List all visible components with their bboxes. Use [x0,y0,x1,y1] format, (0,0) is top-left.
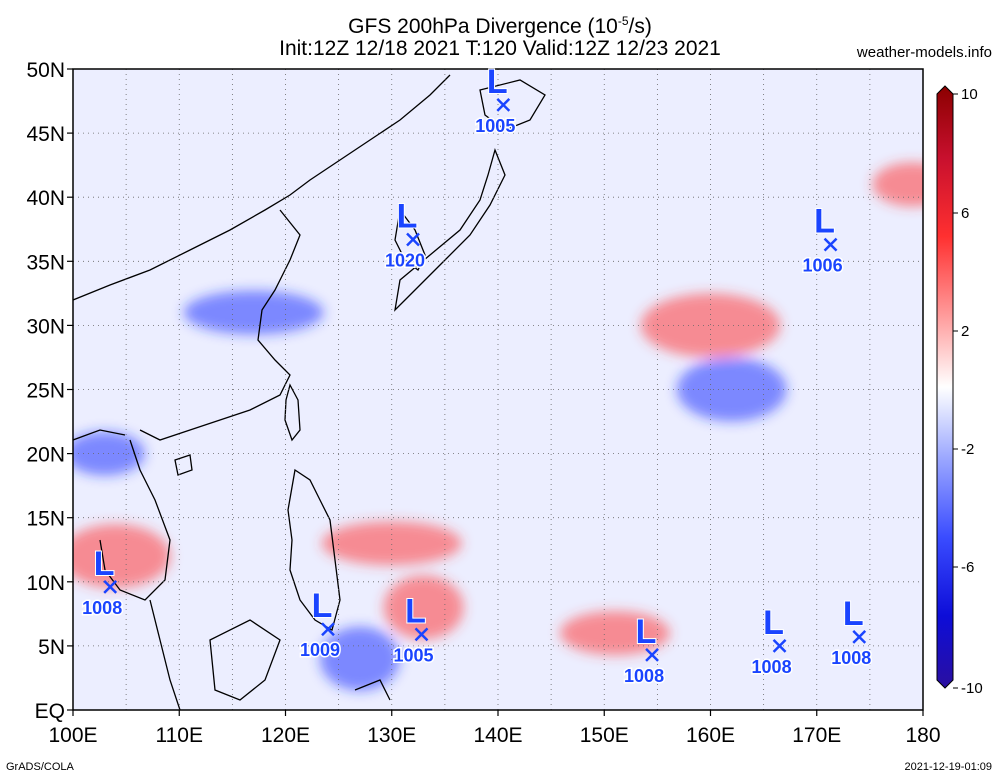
lon-tick-label: 100E [48,724,97,747]
low-pressure-value: 1008 [831,648,871,668]
low-pressure-value: 1005 [475,116,515,136]
timestamp: 2021-12-19-01:09 [904,761,992,773]
low-pressure-value: 1009 [300,640,340,660]
low-letter: L [397,198,418,236]
low-letter: L [763,604,784,642]
lon-tick-label: 120E [261,724,310,747]
field-positive-anomaly [872,162,923,207]
site-credit: weather-models.info [856,44,992,61]
field-positive-anomaly [73,524,171,589]
low-center-x [496,98,511,112]
low-pressure-value: 1020 [385,251,425,271]
colorbar: 10 6 2 -2 -6 -10 [936,85,983,697]
field-positive-anomaly [383,575,464,640]
longitude-axis: 100E 110E 120E 130E 140E 150E 160E 170E 180 [48,710,941,747]
colorbar-label: 6 [961,205,969,222]
low-center-x [823,237,838,252]
software-credit: GrADS/COLA [6,761,74,773]
field-positive-anomaly [640,293,781,358]
low-pressure-marker: L 1008 [623,612,666,688]
low-letter: L [312,587,333,625]
field-positive-anomaly [321,521,462,566]
title-unit: /s) [628,15,652,38]
lon-tick-label: 160E [686,724,735,747]
lat-tick-label: 15N [26,508,65,531]
low-letter: L [487,63,508,101]
lat-tick-label: 40N [26,187,65,210]
lon-tick-label: 170E [792,724,841,747]
lat-tick-label: 25N [26,380,65,403]
field-negative-anomaly [676,357,787,422]
low-pressure-marker: L 1008 [81,544,124,620]
colorbar-label: 2 [961,323,969,340]
title-exponent: -5 [617,14,629,28]
lon-tick-label: 110E [156,724,204,747]
low-center-x [321,622,335,637]
divergence-field [73,69,923,710]
low-center-x [772,639,787,653]
field-negative-anomaly [319,626,400,691]
chart-title: GFS 200hPa Divergence (10-5/s) [0,9,1000,39]
low-center-x [103,580,118,594]
low-letter: L [94,545,115,583]
colorbar-label: -6 [961,559,974,576]
low-pressure-marker: L 1020 [383,197,426,273]
lat-tick-label: 50N [26,59,65,82]
low-pressure-marker: L 1008 [750,603,793,679]
low-pressure-value: 1005 [393,645,433,665]
low-pressure-value: 1008 [752,657,792,677]
low-letter: L [405,592,426,630]
colorbar-label: -10 [961,680,983,697]
low-pressure-value: 1008 [624,666,664,686]
low-pressure-marker: L 1005 [392,591,435,667]
lat-tick-label: 30N [26,315,65,338]
field-negative-anomaly [183,290,324,335]
low-center-x [852,630,867,644]
lat-tick-label: 45N [26,123,65,146]
colorbar-gradient [936,85,954,689]
low-letter: L [814,203,835,241]
lat-tick-label: 20N [26,444,65,467]
low-pressure-value: 1008 [82,598,122,618]
low-pressure-marker: L 1006 [801,202,844,278]
low-center-x [414,627,429,642]
low-pressure-value: 1006 [803,256,843,276]
lat-tick-label: 10N [26,572,65,595]
colorbar-label: -2 [961,441,974,458]
chart-subtitle: Init:12Z 12/18 2021 T:120 Valid:12Z 12/2… [279,37,721,60]
low-letter: L [636,613,657,651]
low-markers: L 1005 L 1020 L 1006 L 1008 L 1009 L 1005 L 1008 L 1008… [81,62,873,688]
field-positive-anomaly [559,611,670,656]
low-center-x [645,647,659,662]
lat-tick-label: EQ [35,700,65,723]
lat-tick-label: 35N [26,251,65,274]
graticule [73,69,923,710]
lon-tick-label: 150E [580,724,629,747]
lon-tick-label: 130E [367,724,416,747]
lon-tick-label: 140E [473,724,522,747]
lon-tick-label: 180 [905,724,940,747]
latitude-axis: EQ 5N 10N 15N 20N 25N 30N 35N 40N 45N 50N [26,59,73,723]
low-center-x [406,232,420,247]
coastlines [73,74,546,710]
lat-tick-label: 5N [38,636,65,659]
low-pressure-marker: L 1005 [474,62,517,138]
low-pressure-marker: L 1009 [298,586,341,662]
title-main: GFS 200hPa Divergence (10 [348,15,618,38]
colorbar-label: 10 [961,86,978,103]
low-pressure-marker: L 1008 [830,594,873,670]
low-letter: L [843,595,864,633]
